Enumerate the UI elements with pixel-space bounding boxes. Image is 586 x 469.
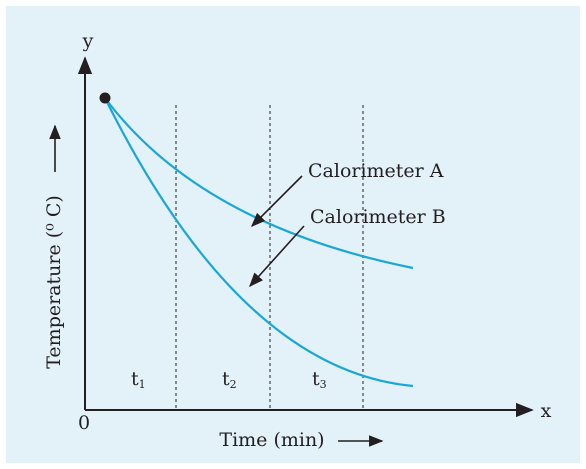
interval-sub: 3 [320,378,327,391]
interval-label: t1 [131,368,146,391]
x-title: Time (min) [219,429,324,451]
interval-sub: 2 [230,378,237,391]
origin-label: 0 [78,412,90,434]
curve-label: Calorimeter B [310,206,446,228]
pointer-arrow [250,175,303,228]
y-label: y [82,30,94,52]
curve-label: Calorimeter A [308,160,444,182]
interval-base: t [131,368,139,390]
start-point [99,92,111,104]
y-title: Temperature (⁰ C) [43,195,65,369]
interval-base: t [222,368,230,390]
curve-a [104,97,414,270]
x-label: x [541,400,552,422]
interval-sub: 1 [139,378,146,391]
curve-b [104,97,414,388]
interval-label: t3 [312,368,327,391]
pointer-arrow [249,225,305,288]
interval-label: t2 [222,368,237,391]
interval-base: t [312,368,320,390]
